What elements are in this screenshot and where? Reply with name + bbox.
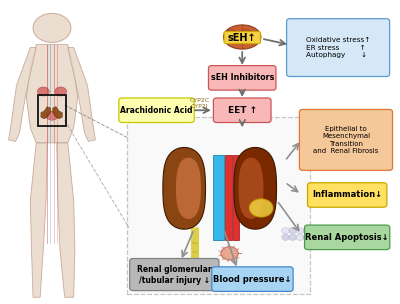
Polygon shape <box>163 147 206 229</box>
Circle shape <box>282 228 290 234</box>
FancyBboxPatch shape <box>301 123 312 128</box>
Circle shape <box>302 131 319 144</box>
Circle shape <box>289 228 297 234</box>
Circle shape <box>296 228 304 234</box>
Polygon shape <box>238 158 264 219</box>
Polygon shape <box>68 48 96 141</box>
FancyBboxPatch shape <box>304 225 390 250</box>
Polygon shape <box>234 147 276 229</box>
Polygon shape <box>53 107 62 119</box>
FancyBboxPatch shape <box>312 123 324 128</box>
Text: Blood pressure↓: Blood pressure↓ <box>213 275 292 284</box>
Polygon shape <box>213 155 224 240</box>
FancyBboxPatch shape <box>212 267 293 291</box>
Polygon shape <box>8 48 36 141</box>
FancyBboxPatch shape <box>130 258 219 291</box>
FancyBboxPatch shape <box>213 98 271 123</box>
Text: Inflammation↓: Inflammation↓ <box>312 191 382 199</box>
Polygon shape <box>57 143 75 297</box>
FancyBboxPatch shape <box>286 19 390 77</box>
Text: Renal glomerular
/tubular injury ↓: Renal glomerular /tubular injury ↓ <box>137 264 212 285</box>
Circle shape <box>224 250 235 257</box>
Text: EET ↑: EET ↑ <box>228 106 257 115</box>
Circle shape <box>33 13 71 43</box>
Circle shape <box>303 228 311 234</box>
Circle shape <box>249 199 273 217</box>
FancyBboxPatch shape <box>312 117 324 122</box>
Polygon shape <box>233 155 240 240</box>
Polygon shape <box>26 45 78 143</box>
Text: CYP2C
CYP2J: CYP2C CYP2J <box>189 98 209 109</box>
Polygon shape <box>176 158 201 219</box>
FancyBboxPatch shape <box>300 109 392 170</box>
FancyBboxPatch shape <box>127 117 310 294</box>
Text: Renal Apoptosis↓: Renal Apoptosis↓ <box>305 233 389 242</box>
Circle shape <box>46 111 58 120</box>
Text: Oxidative stress↑
ER stress         ↑
Autophagy       ↓: Oxidative stress↑ ER stress ↑ Autophagy … <box>306 37 370 58</box>
Circle shape <box>296 234 304 240</box>
Circle shape <box>37 87 49 96</box>
Circle shape <box>282 234 290 240</box>
FancyBboxPatch shape <box>301 117 312 122</box>
Polygon shape <box>30 143 47 297</box>
FancyBboxPatch shape <box>224 32 260 44</box>
Circle shape <box>221 247 238 260</box>
Polygon shape <box>225 155 232 240</box>
Circle shape <box>303 234 311 240</box>
FancyBboxPatch shape <box>119 98 194 123</box>
Ellipse shape <box>224 25 261 49</box>
Circle shape <box>55 87 66 96</box>
Text: sEH Inhibitors: sEH Inhibitors <box>210 73 274 82</box>
FancyBboxPatch shape <box>308 183 387 207</box>
FancyBboxPatch shape <box>208 66 276 90</box>
Circle shape <box>289 234 297 240</box>
Circle shape <box>305 133 316 141</box>
Text: Epithelial to
Mesenchymal
Transition
and  Renal Fibrosis: Epithelial to Mesenchymal Transition and… <box>313 126 379 154</box>
Text: sEH↑: sEH↑ <box>228 33 256 43</box>
Polygon shape <box>41 107 50 119</box>
Text: Arachidonic Acid: Arachidonic Acid <box>120 106 193 115</box>
